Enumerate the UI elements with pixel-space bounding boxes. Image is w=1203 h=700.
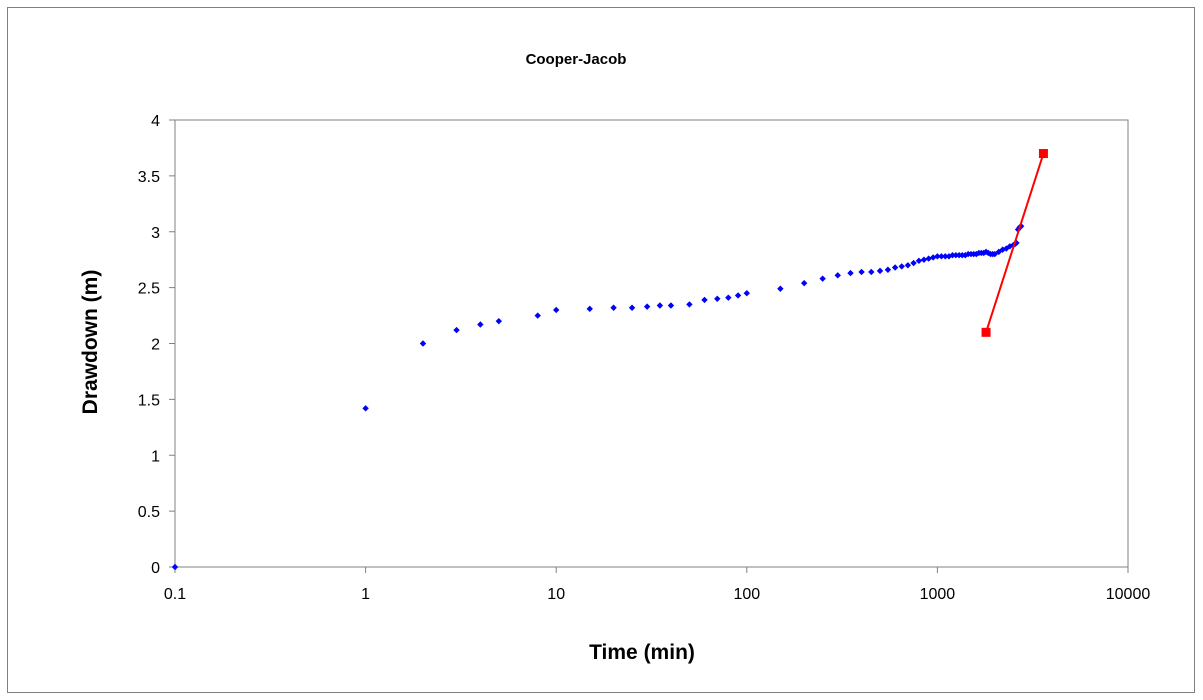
data-point	[995, 248, 1003, 256]
data-point	[686, 301, 693, 308]
y-tick-label: 2.5	[138, 281, 160, 298]
data-point	[934, 253, 941, 260]
y-tick-label: 0.5	[138, 504, 160, 521]
data-point	[991, 250, 998, 258]
data-point	[925, 255, 932, 262]
data-point	[858, 268, 865, 276]
data-point	[985, 249, 992, 257]
series-line	[985, 153, 1045, 333]
data-point	[847, 269, 854, 277]
data-point	[962, 252, 969, 259]
data-point	[419, 340, 427, 347]
x-tick-label: 0.1	[164, 586, 186, 603]
data-point	[667, 302, 675, 309]
data-point	[1038, 149, 1048, 159]
data-point	[891, 264, 899, 271]
data-point	[656, 302, 664, 309]
y-tick-label: 1	[151, 448, 160, 465]
data-point	[643, 303, 651, 310]
data-point	[743, 290, 750, 297]
data-point	[628, 304, 636, 311]
data-point	[534, 312, 541, 319]
data-point	[876, 267, 884, 275]
data-point	[362, 405, 369, 412]
x-axis-title: Time (min)	[589, 641, 695, 664]
x-tick-label: 10000	[1106, 586, 1151, 603]
data-point	[981, 327, 991, 337]
data-point	[819, 275, 826, 282]
y-tick-label: 4	[151, 113, 160, 130]
data-point	[586, 305, 593, 313]
y-tick-label: 2	[151, 337, 160, 354]
data-point	[834, 272, 841, 279]
data-point	[868, 268, 875, 276]
x-tick-label: 1000	[920, 586, 956, 603]
chart-area: Cooper-Jacob 0.1 1 10 100 1000 10000 0 0.5 1 1.5 2…	[7, 7, 1195, 693]
data-point	[477, 321, 484, 328]
y-tick-label: 0	[151, 560, 160, 577]
x-tick-label: 1	[361, 586, 370, 603]
data-point	[980, 249, 987, 257]
data-point	[453, 326, 460, 334]
data-point	[1006, 243, 1014, 250]
data-point	[714, 295, 721, 302]
y-tick-label: 3	[151, 225, 160, 242]
data-point	[610, 304, 617, 311]
data-point	[942, 253, 949, 260]
data-point	[884, 266, 892, 273]
data-point	[777, 285, 784, 292]
data-point	[495, 317, 503, 325]
data-point	[904, 262, 912, 269]
data-point	[938, 253, 945, 260]
series-layer	[171, 149, 1048, 571]
data-point	[701, 296, 708, 304]
plot-area	[174, 119, 1129, 568]
x-tick-label: 100	[733, 586, 760, 603]
y-axis-title: Drawdown (m)	[79, 270, 102, 415]
data-point	[929, 254, 937, 261]
data-point	[952, 252, 960, 259]
x-tick-label: 10	[547, 586, 565, 603]
data-point	[800, 279, 808, 287]
data-point	[553, 306, 560, 314]
y-tick-label: 3.5	[138, 169, 160, 186]
data-point	[171, 563, 179, 571]
data-point	[915, 257, 923, 265]
data-point	[734, 292, 742, 299]
y-tick-label: 1.5	[138, 392, 160, 409]
data-point	[910, 259, 917, 267]
data-point	[949, 252, 956, 259]
data-point	[898, 263, 905, 270]
series-1	[981, 149, 1048, 337]
data-point	[725, 294, 732, 301]
chart-svg: Cooper-Jacob 0.1 1 10 100 1000 10000 0 0.5 1 1.5 2…	[79, 51, 1151, 664]
chart-title: Cooper-Jacob	[526, 51, 627, 68]
axes-layer: 0.1 1 10 100 1000 10000 0 0.5 1 1.5 2 2.5 3 3.5 4	[138, 113, 1151, 603]
data-point	[920, 256, 928, 263]
series-0	[171, 222, 1025, 571]
